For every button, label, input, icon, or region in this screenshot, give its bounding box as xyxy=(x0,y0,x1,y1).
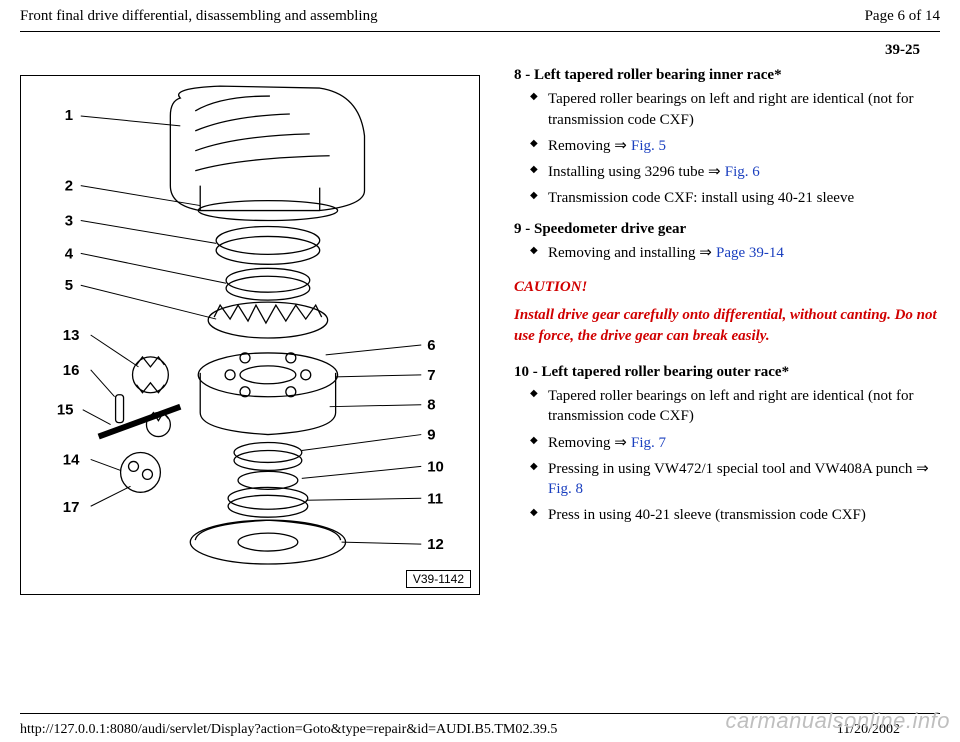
arrow-icon: ⇒ xyxy=(614,137,631,154)
exploded-diagram: 1 2 3 4 5 13 16 15 14 17 6 7 8 9 xyxy=(20,75,480,595)
svg-text:12: 12 xyxy=(427,536,444,553)
svg-text:17: 17 xyxy=(63,499,80,516)
text-column: 8 - Left tapered roller bearing inner ra… xyxy=(490,65,940,595)
page-header: Front final drive differential, disassem… xyxy=(0,0,960,31)
svg-text:2: 2 xyxy=(65,178,73,195)
bullet: Installing using 3296 tube ⇒ Fig. 6 xyxy=(534,162,940,182)
bullet: Pressing in using VW472/1 special tool a… xyxy=(534,459,940,500)
bullet-text: Pressing in using VW472/1 special tool a… xyxy=(548,461,916,477)
item-10-num: 10 - xyxy=(514,364,542,380)
item-9-bullets: Removing and installing ⇒ Page 39-14 xyxy=(514,243,940,263)
svg-text:13: 13 xyxy=(63,327,80,344)
item-9-num: 9 - xyxy=(514,221,534,237)
svg-text:9: 9 xyxy=(427,427,435,444)
svg-text:3: 3 xyxy=(65,212,73,229)
bullet: Removing and installing ⇒ Page 39-14 xyxy=(534,243,940,263)
bullet-text: Press in using 40-21 sleeve (transmissio… xyxy=(548,507,866,523)
footer-rule xyxy=(20,713,940,714)
bullet-text: Removing xyxy=(548,138,614,154)
svg-text:5: 5 xyxy=(65,277,73,294)
item-8: 8 - Left tapered roller bearing inner ra… xyxy=(514,65,940,209)
svg-text:7: 7 xyxy=(427,367,435,384)
item-10: 10 - Left tapered roller bearing outer r… xyxy=(514,362,940,526)
item-10-bullets: Tapered roller bearings on left and righ… xyxy=(514,386,940,526)
svg-text:16: 16 xyxy=(63,362,80,379)
bullet-text: Installing using 3296 tube xyxy=(548,164,708,180)
svg-text:11: 11 xyxy=(427,490,443,507)
footer-url: http://127.0.0.1:8080/audi/servlet/Displ… xyxy=(20,722,557,738)
link-fig-5[interactable]: Fig. 5 xyxy=(631,138,666,154)
diagram-column: 1 2 3 4 5 13 16 15 14 17 6 7 8 9 xyxy=(20,65,490,595)
page-root: Front final drive differential, disassem… xyxy=(0,0,960,742)
item-8-num: 8 - xyxy=(514,67,534,83)
arrow-icon: ⇒ xyxy=(916,460,929,477)
item-8-label: Left tapered roller bearing inner race* xyxy=(534,67,782,83)
link-page-39-14[interactable]: Page 39-14 xyxy=(716,245,784,261)
item-9-label: Speedometer drive gear xyxy=(534,221,686,237)
illustration-id: V39-1142 xyxy=(406,570,471,588)
item-10-label: Left tapered roller bearing outer race* xyxy=(542,364,790,380)
bullet: Tapered roller bearings on left and righ… xyxy=(534,89,940,130)
link-fig-7[interactable]: Fig. 7 xyxy=(631,435,666,451)
bullet-text: Tapered roller bearings on left and righ… xyxy=(548,91,913,127)
svg-text:6: 6 xyxy=(427,337,435,354)
bullet: Transmission code CXF: install using 40-… xyxy=(534,188,940,208)
svg-text:10: 10 xyxy=(427,458,444,475)
caution-body: Install drive gear carefully onto differ… xyxy=(514,305,940,346)
svg-text:14: 14 xyxy=(63,451,80,468)
bullet-text: Tapered roller bearings on left and righ… xyxy=(548,388,913,424)
bullet: Removing ⇒ Fig. 7 xyxy=(534,433,940,453)
bullet-text: Removing xyxy=(548,435,614,451)
content-row: 1 2 3 4 5 13 16 15 14 17 6 7 8 9 xyxy=(0,65,960,595)
bullet-text: Removing and installing xyxy=(548,245,699,261)
caution-block: CAUTION! Install drive gear carefully on… xyxy=(514,277,940,346)
caution-title: CAUTION! xyxy=(514,277,940,297)
page-footer: http://127.0.0.1:8080/audi/servlet/Displ… xyxy=(0,722,960,742)
svg-text:1: 1 xyxy=(65,107,73,124)
svg-text:15: 15 xyxy=(57,402,74,419)
link-fig-8[interactable]: Fig. 8 xyxy=(548,481,583,497)
arrow-icon: ⇒ xyxy=(614,434,631,451)
arrow-icon: ⇒ xyxy=(699,244,716,261)
footer-date: 11/20/2002 xyxy=(837,722,940,738)
bullet: Removing ⇒ Fig. 5 xyxy=(534,136,940,156)
svg-text:8: 8 xyxy=(427,397,435,414)
section-code: 39-25 xyxy=(0,32,960,65)
diagram-svg: 1 2 3 4 5 13 16 15 14 17 6 7 8 9 xyxy=(21,76,479,594)
item-8-bullets: Tapered roller bearings on left and righ… xyxy=(514,89,940,208)
bullet: Tapered roller bearings on left and righ… xyxy=(534,386,940,427)
link-fig-6[interactable]: Fig. 6 xyxy=(725,164,760,180)
header-page-indicator: Page 6 of 14 xyxy=(865,8,940,25)
svg-text:4: 4 xyxy=(65,245,74,262)
arrow-icon: ⇒ xyxy=(708,163,725,180)
header-title: Front final drive differential, disassem… xyxy=(20,8,378,25)
bullet-text: Transmission code CXF: install using 40-… xyxy=(548,190,854,206)
bullet: Press in using 40-21 sleeve (transmissio… xyxy=(534,505,940,525)
item-9: 9 - Speedometer drive gear Removing and … xyxy=(514,219,940,264)
